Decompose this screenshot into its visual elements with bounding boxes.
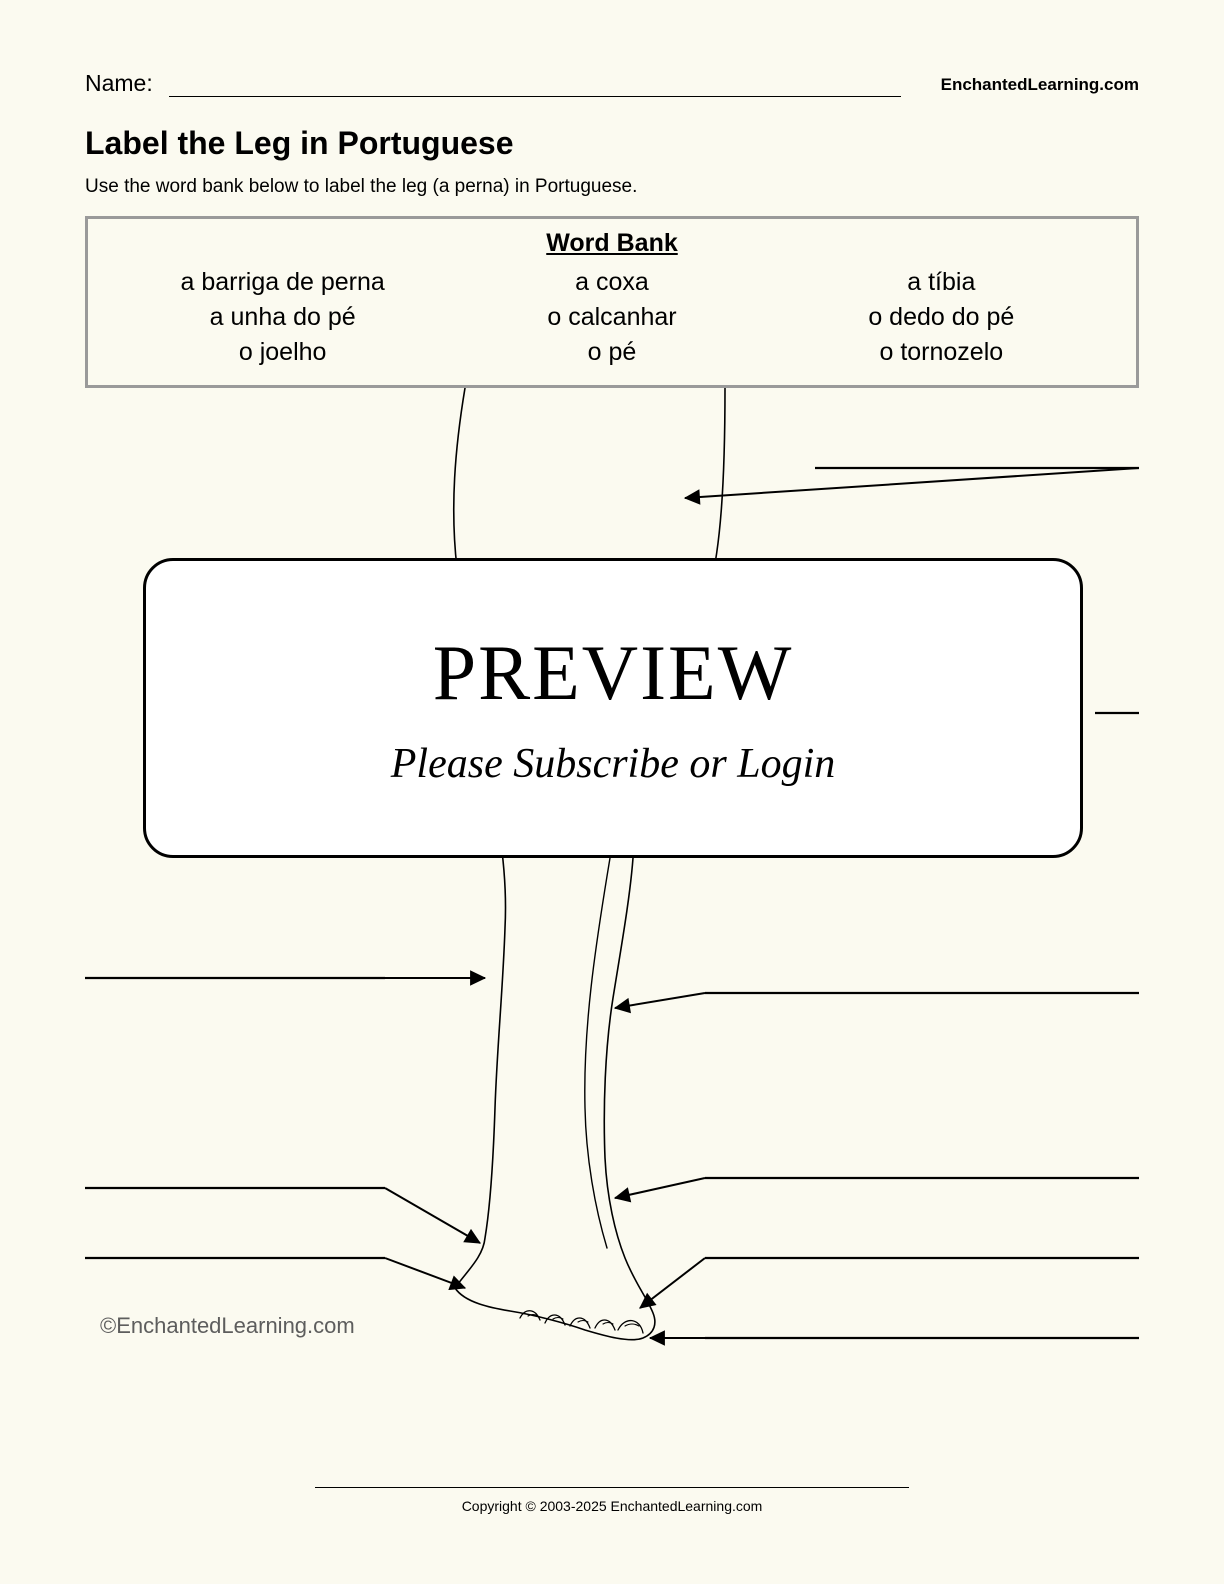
preview-overlay: PREVIEW Please Subscribe or Login xyxy=(143,558,1083,858)
word-bank-item: a tíbia xyxy=(777,268,1106,297)
instructions-text: Use the word bank below to label the leg… xyxy=(85,176,1139,198)
word-bank-item: o calcanhar xyxy=(447,303,776,332)
preview-title: PREVIEW xyxy=(433,628,794,718)
footer: Copyright © 2003-2025 EnchantedLearning.… xyxy=(85,1487,1139,1514)
footer-copyright: Copyright © 2003-2025 EnchantedLearning.… xyxy=(85,1498,1139,1514)
preview-subtitle: Please Subscribe or Login xyxy=(391,740,835,788)
footer-divider xyxy=(315,1487,909,1488)
word-bank-item: o tornozelo xyxy=(777,338,1106,367)
word-bank-title: Word Bank xyxy=(118,229,1106,258)
word-bank-box: Word Bank a barriga de perna a coxa a tí… xyxy=(85,216,1139,388)
word-bank-item: a coxa xyxy=(447,268,776,297)
diagram-area: PREVIEW Please Subscribe or Login ©Encha… xyxy=(85,388,1139,1398)
copyright-watermark: ©EnchantedLearning.com xyxy=(100,1313,355,1339)
word-bank-item: o dedo do pé xyxy=(777,303,1106,332)
site-name: EnchantedLearning.com xyxy=(941,75,1139,97)
word-bank-item: o pé xyxy=(447,338,776,367)
word-bank-item: o joelho xyxy=(118,338,447,367)
worksheet-title: Label the Leg in Portuguese xyxy=(85,125,1139,162)
word-bank-grid: a barriga de perna a coxa a tíbia a unha… xyxy=(118,268,1106,367)
word-bank-item: a barriga de perna xyxy=(118,268,447,297)
leg-diagram xyxy=(85,388,1139,1398)
word-bank-item: a unha do pé xyxy=(118,303,447,332)
name-input-line[interactable] xyxy=(169,96,901,97)
header-row: Name: EnchantedLearning.com xyxy=(85,70,1139,97)
name-label: Name: xyxy=(85,70,153,97)
page-content: Name: EnchantedLearning.com Label the Le… xyxy=(85,70,1139,1398)
